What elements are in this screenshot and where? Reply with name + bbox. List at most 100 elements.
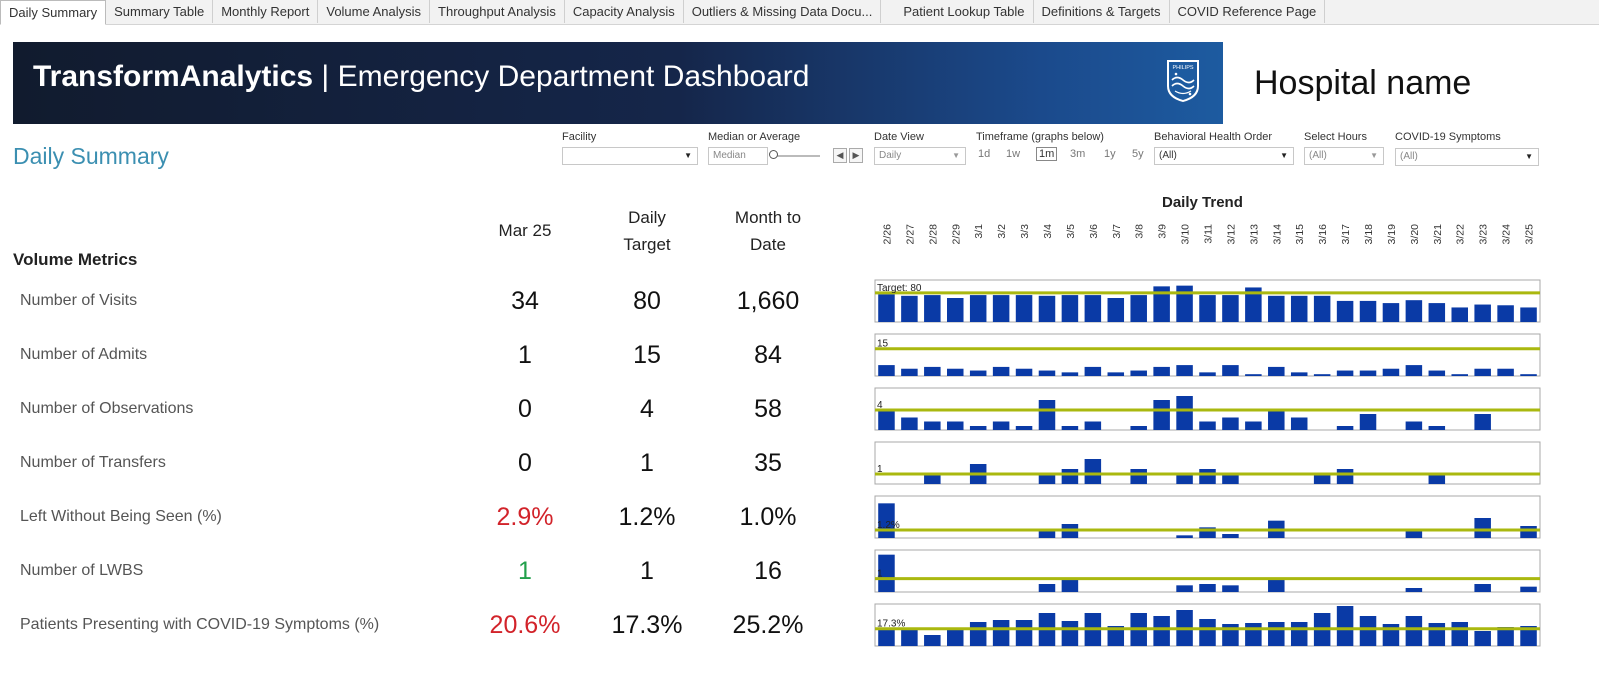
trend-bar[interactable] <box>1405 588 1423 592</box>
timeframe-5y[interactable]: 5y <box>1132 148 1144 160</box>
timeframe-1m[interactable]: 1m <box>1036 147 1058 161</box>
trend-bar[interactable] <box>1428 370 1446 376</box>
tab-definitions-targets[interactable]: Definitions & Targets <box>1034 0 1170 23</box>
trend-bar[interactable] <box>969 426 987 430</box>
trend-bar[interactable] <box>1038 474 1056 484</box>
tab-capacity-analysis[interactable]: Capacity Analysis <box>565 0 684 23</box>
trend-bar[interactable] <box>1497 305 1514 322</box>
prev-arrow-button[interactable]: ◀ <box>833 148 847 163</box>
trend-bar[interactable] <box>1199 421 1216 431</box>
trend-bar[interactable] <box>992 421 1010 431</box>
trend-bar[interactable] <box>1222 417 1239 431</box>
timeframe-3m[interactable]: 3m <box>1070 148 1086 160</box>
trend-bar[interactable] <box>924 295 941 322</box>
trend-bar[interactable] <box>1084 459 1102 484</box>
trend-bar[interactable] <box>1359 616 1377 646</box>
trend-bar[interactable] <box>1245 374 1262 376</box>
trend-bar[interactable] <box>1336 426 1354 430</box>
trend-bar[interactable] <box>1130 295 1147 322</box>
trend-bar[interactable] <box>1290 417 1308 431</box>
trend-bar[interactable] <box>1038 400 1056 430</box>
trend-bar[interactable] <box>901 417 918 431</box>
trend-bar[interactable] <box>901 295 918 322</box>
trend-bar[interactable] <box>1176 535 1193 538</box>
trend-bar[interactable] <box>1038 370 1056 376</box>
covid-symptoms-dropdown[interactable]: (All) ▼ <box>1395 148 1539 166</box>
trend-bar[interactable] <box>1199 584 1216 592</box>
trend-bar[interactable] <box>1107 626 1125 646</box>
behavioral-health-dropdown[interactable]: (All) ▼ <box>1154 147 1294 165</box>
trend-bar[interactable] <box>1451 374 1468 376</box>
trend-bar[interactable] <box>1199 295 1216 322</box>
trend-bar[interactable] <box>1199 527 1216 538</box>
trend-bar[interactable] <box>1359 370 1377 376</box>
trend-bar[interactable] <box>1428 426 1446 430</box>
trend-bar[interactable] <box>1038 584 1056 592</box>
trend-bar[interactable] <box>1382 303 1400 322</box>
trend-bar[interactable] <box>1015 368 1033 376</box>
timeframe-1y[interactable]: 1y <box>1104 148 1116 160</box>
trend-bar[interactable] <box>1015 295 1033 322</box>
select-hours-dropdown[interactable]: (All) ▼ <box>1304 147 1384 165</box>
tab-summary-table[interactable]: Summary Table <box>106 0 214 23</box>
trend-bar[interactable] <box>1405 531 1423 538</box>
trend-bar[interactable] <box>1084 366 1102 376</box>
trend-bar[interactable] <box>1313 374 1331 376</box>
trend-bar[interactable] <box>1061 295 1079 322</box>
trend-bar[interactable] <box>1474 304 1491 322</box>
trend-bar[interactable] <box>1520 626 1537 646</box>
trend-bar[interactable] <box>1268 408 1285 431</box>
trend-bar[interactable] <box>947 421 964 431</box>
trend-bar[interactable] <box>901 368 918 376</box>
trend-bar[interactable] <box>878 410 895 430</box>
trend-bar[interactable] <box>878 365 895 376</box>
trend-bar[interactable] <box>992 295 1010 322</box>
trend-bar[interactable] <box>1061 578 1079 592</box>
trend-bar[interactable] <box>1520 526 1537 538</box>
trend-bar[interactable] <box>1268 622 1285 646</box>
trend-bar[interactable] <box>1107 298 1125 322</box>
trend-bar[interactable] <box>1038 528 1056 538</box>
trend-bar[interactable] <box>878 554 895 592</box>
trend-bar[interactable] <box>947 629 964 646</box>
trend-bar[interactable] <box>1520 374 1537 376</box>
date-view-dropdown[interactable]: Daily ▼ <box>874 147 966 165</box>
trend-bar[interactable] <box>1222 365 1239 376</box>
trend-bar[interactable] <box>1015 426 1033 430</box>
trend-bar[interactable] <box>1222 474 1239 484</box>
trend-bar[interactable] <box>1474 631 1491 646</box>
trend-bar[interactable] <box>1474 414 1491 430</box>
trend-bar[interactable] <box>1176 474 1193 484</box>
trend-bar[interactable] <box>1084 421 1102 431</box>
trend-bar[interactable] <box>1497 368 1514 376</box>
trend-bar[interactable] <box>878 628 895 646</box>
trend-bar[interactable] <box>1084 295 1102 322</box>
trend-bar[interactable] <box>924 474 941 484</box>
trend-bar[interactable] <box>947 298 964 322</box>
trend-bar[interactable] <box>901 628 918 646</box>
trend-bar[interactable] <box>1222 585 1239 592</box>
trend-bar[interactable] <box>1428 303 1446 322</box>
trend-bar[interactable] <box>1153 286 1170 322</box>
facility-dropdown[interactable]: ▼ <box>562 147 698 165</box>
trend-bar[interactable] <box>992 366 1010 376</box>
trend-bar[interactable] <box>1061 372 1079 376</box>
timeframe-1d[interactable]: 1d <box>978 148 991 160</box>
median-average-slider[interactable] <box>770 155 820 157</box>
trend-bar[interactable] <box>1405 300 1423 322</box>
trend-bar[interactable] <box>1199 619 1216 646</box>
trend-bar[interactable] <box>1245 623 1262 646</box>
trend-bar[interactable] <box>1222 295 1239 322</box>
trend-bar[interactable] <box>969 370 987 376</box>
tab-daily-summary[interactable]: Daily Summary <box>0 0 107 25</box>
trend-bar[interactable] <box>1290 295 1308 322</box>
median-average-field[interactable]: Median <box>708 147 768 165</box>
trend-bar[interactable] <box>1336 370 1354 376</box>
trend-bar[interactable] <box>924 366 941 376</box>
tab-covid-reference-page[interactable]: COVID Reference Page <box>1170 0 1326 23</box>
trend-bar[interactable] <box>1176 396 1193 430</box>
trend-bar[interactable] <box>1313 295 1331 322</box>
slider-handle[interactable] <box>769 150 778 159</box>
trend-bar[interactable] <box>969 295 987 322</box>
trend-bar[interactable] <box>1015 620 1033 646</box>
